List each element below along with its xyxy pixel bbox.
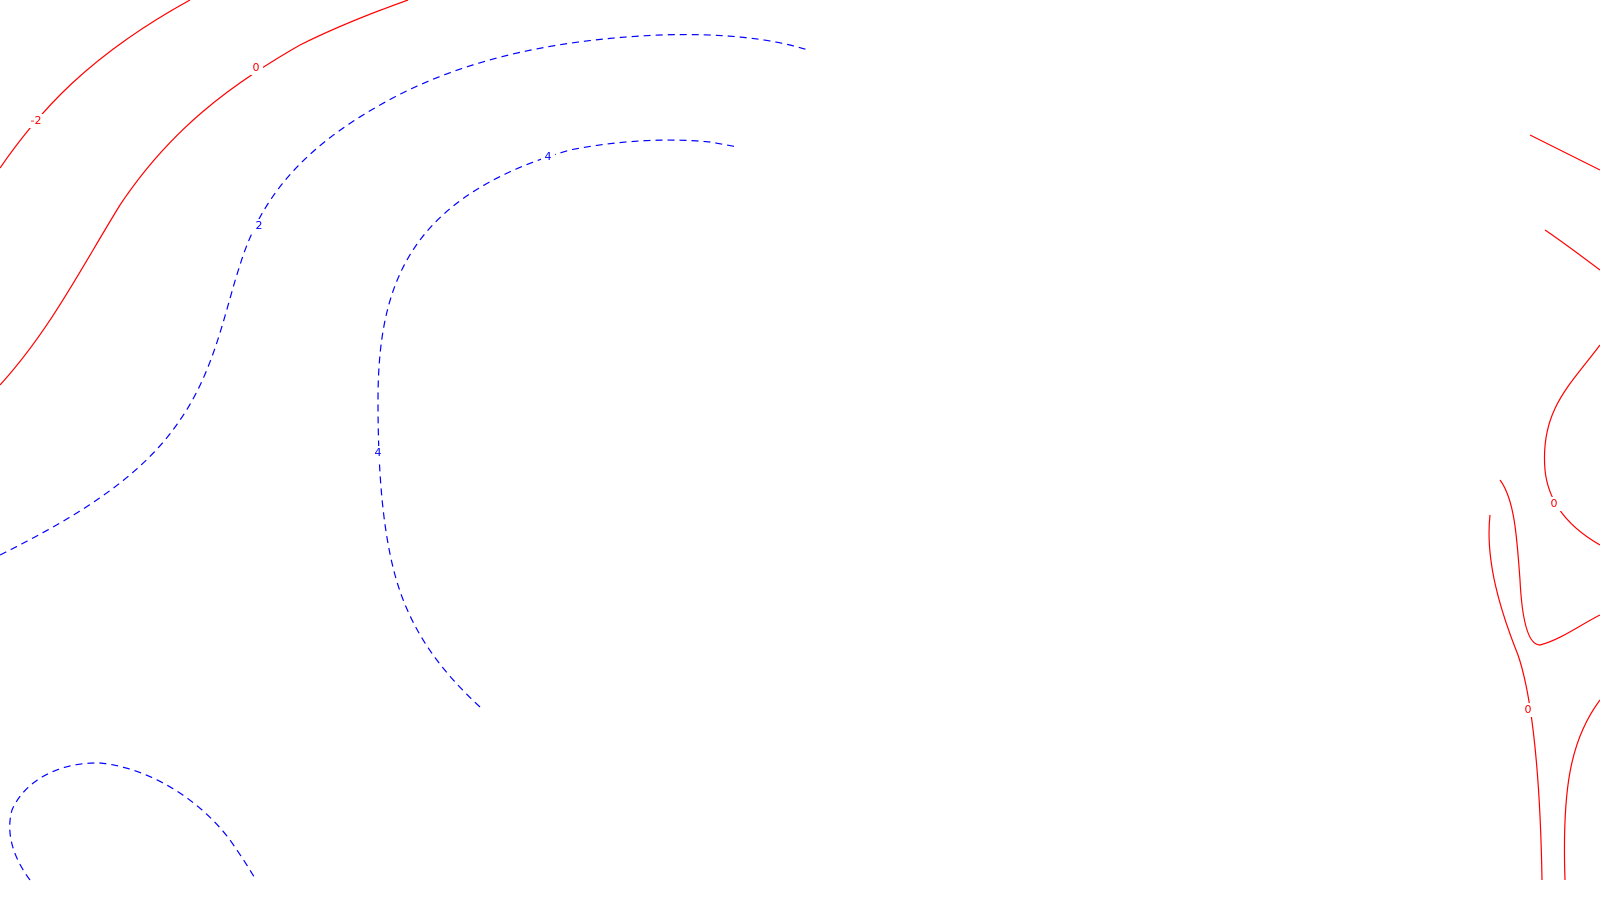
label-group-four-b: 4 [371, 446, 385, 460]
contour-label-four-a: 4 [545, 150, 552, 163]
label-group-zero-b: 0 [1547, 497, 1561, 511]
contour-line-zero-right-5 [1488, 514, 1543, 881]
contour-line-neg2 [0, 0, 191, 169]
contour-label-zero-c: 0 [1525, 703, 1532, 716]
contour-label-two: 2 [256, 219, 263, 232]
contour-label-four-b: 4 [375, 446, 382, 459]
contour-line-zero-right-3 [1543, 344, 1600, 546]
contour-line-two [0, 33, 809, 556]
label-group-two: 2 [252, 219, 266, 233]
label-group-four-a: 4 [541, 150, 555, 164]
contour-label-zero-b: 0 [1551, 497, 1558, 510]
contour-line-zero-right-2 [1544, 229, 1600, 271]
contour-label-neg2: -2 [31, 114, 42, 127]
contour-line-zero-top [0, 0, 409, 386]
contour-line-two-lower [9, 762, 257, 881]
label-group-zero-c: 0 [1521, 703, 1535, 717]
contour-line-zero-right-top [1529, 134, 1600, 171]
contour-line-zero-right-4 [1499, 479, 1600, 646]
label-group-zero-a: 0 [249, 61, 263, 75]
label-group-neg2: -2 [28, 114, 46, 128]
contour-label-zero-a: 0 [253, 61, 260, 74]
contour-line-zero-right-6 [1563, 699, 1600, 881]
contour-line-four [377, 139, 739, 708]
